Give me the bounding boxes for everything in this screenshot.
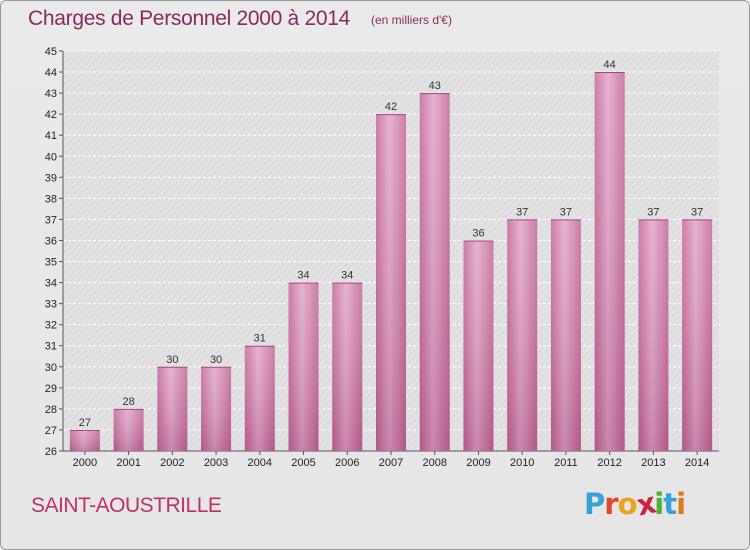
bar-shade [288, 282, 319, 451]
y-tick-label: 34 [45, 278, 57, 290]
x-tick-label: 2002 [160, 457, 184, 469]
data-label: 36 [472, 227, 484, 239]
data-label: 34 [297, 270, 309, 282]
bar-shade [682, 219, 713, 451]
x-tick-label: 2001 [116, 457, 140, 469]
y-tick-label: 29 [45, 383, 57, 395]
data-label: 37 [691, 206, 703, 218]
bar-shade [638, 219, 669, 451]
y-tick-label: 27 [45, 425, 57, 437]
y-tick-label: 45 [45, 46, 57, 58]
x-tick-label: 2010 [510, 457, 534, 469]
data-label: 28 [122, 396, 134, 408]
data-label: 27 [79, 417, 91, 429]
data-label: 37 [560, 206, 572, 218]
y-tick-label: 42 [45, 109, 57, 121]
bar-shade [376, 114, 406, 451]
data-label: 37 [647, 206, 659, 218]
y-tick-label: 38 [45, 193, 57, 205]
y-tick-label: 37 [45, 214, 57, 226]
y-tick-label: 30 [45, 362, 57, 374]
data-label: 31 [254, 333, 266, 345]
proxiti-logo: Proxiti [584, 486, 686, 523]
y-tick-label: 35 [45, 257, 57, 269]
logo-letter: P [584, 487, 605, 521]
logo-letter: r [604, 487, 618, 521]
x-tick-label: 2004 [248, 457, 272, 469]
x-tick-label: 2013 [641, 457, 665, 469]
bar-shade [332, 282, 363, 451]
x-tick-label: 2003 [204, 457, 228, 469]
y-tick-label: 40 [45, 151, 57, 163]
x-tick-label: 2011 [554, 457, 578, 469]
y-tick-label: 32 [45, 320, 57, 332]
bar-shade [419, 93, 450, 452]
data-label: 37 [516, 206, 528, 218]
x-tick-label: 2014 [685, 457, 709, 469]
bar-shade [157, 366, 188, 451]
x-tick-label: 2005 [291, 457, 315, 469]
logo-letter: o [617, 487, 638, 521]
data-label: 44 [604, 59, 616, 71]
y-tick-label: 39 [45, 172, 57, 184]
chart-title: Charges de Personnel 2000 à 2014 [28, 7, 350, 30]
x-tick-label: 2009 [466, 457, 490, 469]
logo-letter: i [676, 487, 686, 521]
x-tick-label: 2007 [379, 457, 403, 469]
data-label: 43 [429, 80, 441, 92]
y-tick-label: 26 [45, 446, 57, 458]
y-tick-label: 41 [45, 130, 57, 142]
y-tick-label: 44 [45, 67, 57, 79]
chart-subtitle: (en milliers d'€) [371, 13, 452, 27]
data-label: 30 [166, 354, 178, 366]
y-tick-label: 33 [45, 299, 57, 311]
bar-shade [550, 219, 581, 451]
x-tick-label: 2000 [73, 457, 97, 469]
data-label: 42 [385, 101, 397, 113]
logo-letter: t [663, 487, 677, 521]
x-tick-label: 2008 [422, 457, 446, 469]
y-tick-label: 28 [45, 404, 57, 416]
bar-shade [507, 219, 538, 451]
data-label: 30 [210, 354, 222, 366]
bar-shade [69, 429, 100, 451]
bar-shade [594, 72, 625, 451]
data-label: 34 [341, 270, 353, 282]
logo-letter: i [654, 487, 664, 521]
bar-shade [463, 240, 494, 451]
bar-shade [244, 345, 275, 451]
y-tick-label: 43 [45, 88, 57, 100]
y-tick-label: 36 [45, 235, 57, 247]
x-tick-label: 2012 [597, 457, 621, 469]
bar-shade [113, 408, 144, 451]
x-tick-label: 2006 [335, 457, 359, 469]
y-tick-label: 31 [45, 341, 57, 353]
place-name: SAINT-AOUSTRILLE [31, 494, 222, 517]
bar-shade [201, 366, 232, 451]
